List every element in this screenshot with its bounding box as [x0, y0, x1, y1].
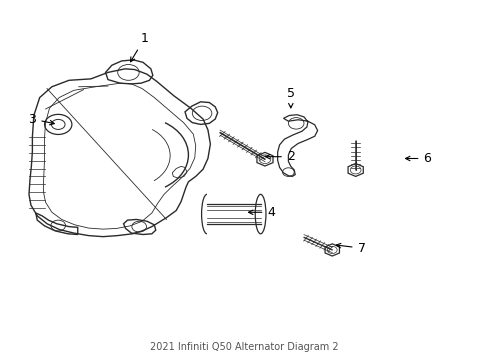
Text: 2021 Infiniti Q50 Alternator Diagram 2: 2021 Infiniti Q50 Alternator Diagram 2	[150, 342, 338, 352]
Text: 4: 4	[248, 206, 275, 219]
Text: 6: 6	[405, 152, 430, 165]
Text: 5: 5	[286, 87, 294, 108]
Text: 1: 1	[130, 32, 148, 62]
Text: 3: 3	[28, 113, 54, 126]
Text: 2: 2	[265, 150, 294, 163]
Text: 7: 7	[336, 242, 365, 255]
